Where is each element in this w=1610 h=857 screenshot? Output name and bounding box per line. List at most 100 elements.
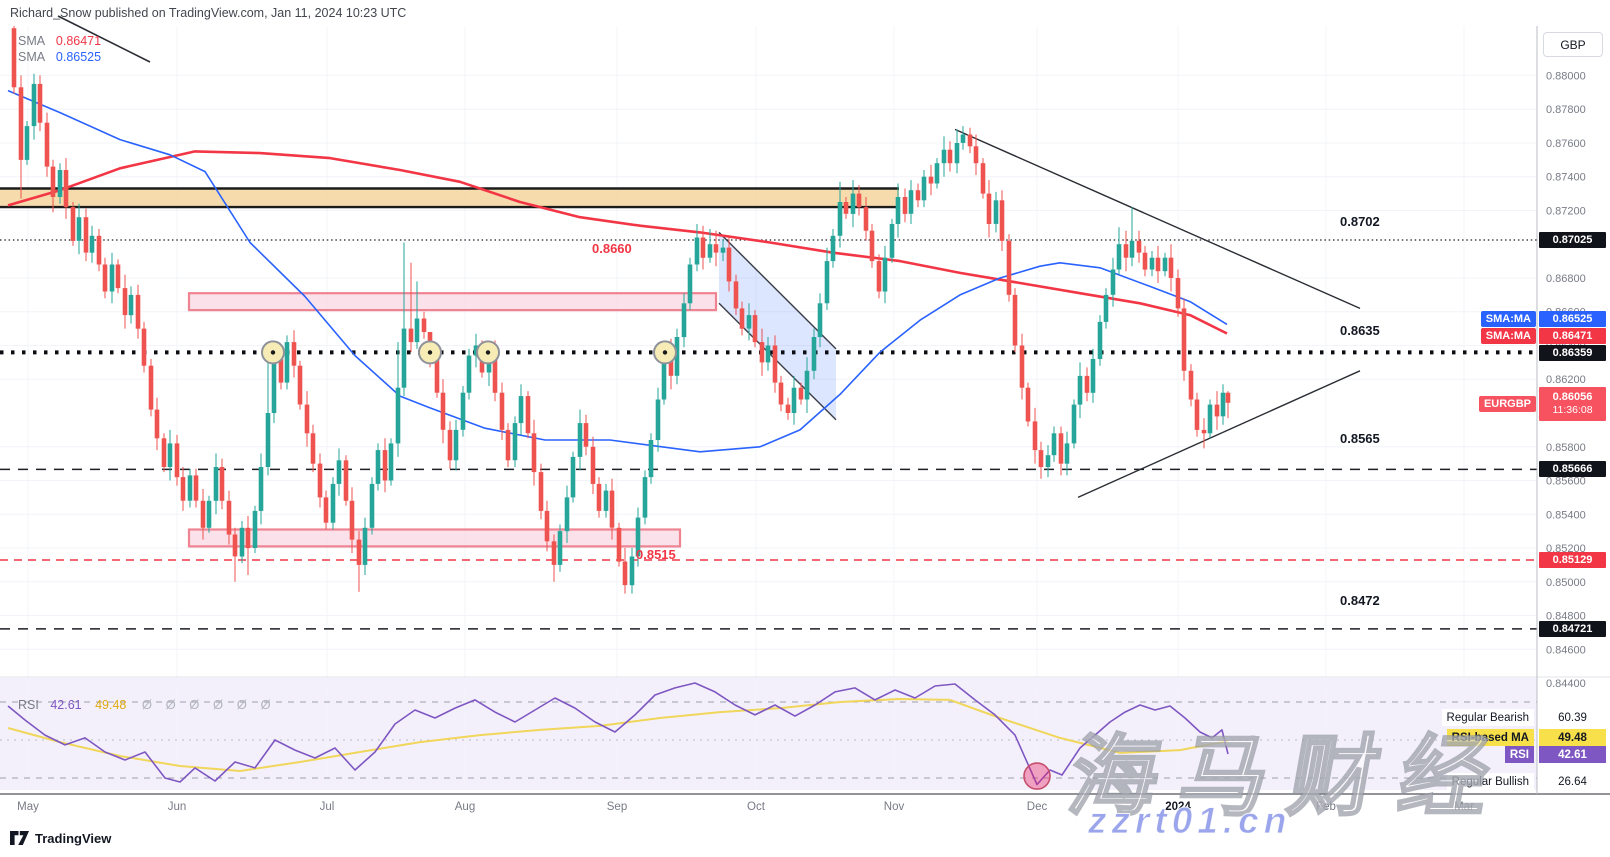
candle-body: [148, 365, 154, 410]
flag-channel-top[interactable]: [718, 231, 837, 350]
candle-body: [1225, 392, 1231, 403]
time-axis-label[interactable]: May: [17, 801, 39, 813]
candle-body: [115, 264, 121, 289]
time-axis-label[interactable]: Aug: [455, 801, 475, 813]
price-tick-label[interactable]: 0.88000: [1546, 70, 1586, 82]
price-tick-label[interactable]: 0.87200: [1546, 206, 1586, 218]
candle-body: [271, 359, 277, 413]
candle-body: [791, 387, 797, 413]
time-axis-label[interactable]: Mar: [1454, 801, 1474, 813]
candle-body: [785, 404, 791, 413]
rsi-divergence-circle[interactable]: [1023, 762, 1051, 790]
level-label-08635[interactable]: 0.8635: [1340, 323, 1380, 338]
supply-zone-orange[interactable]: [0, 187, 899, 209]
candle-body: [1181, 308, 1187, 371]
level-label-08565[interactable]: 0.8565: [1340, 431, 1380, 446]
rsi-hidden-values-icons: Ø Ø Ø Ø Ø Ø: [141, 697, 276, 712]
price-axis-badge-0.85129: 0.85129: [1539, 552, 1606, 568]
candle-body: [609, 490, 615, 528]
candle-body: [778, 382, 784, 405]
candle-body: [57, 170, 63, 197]
time-axis-label[interactable]: Dec: [1027, 801, 1048, 813]
trendline-lower[interactable]: [1077, 370, 1361, 499]
level-touch-marker-dot: [485, 350, 491, 355]
candle-body: [1149, 257, 1155, 270]
price-tick-label[interactable]: 0.87600: [1546, 138, 1586, 150]
candle-body: [37, 83, 43, 123]
candle-body: [258, 467, 264, 511]
price-tick-label[interactable]: 0.85400: [1546, 509, 1586, 521]
price-tick-label[interactable]: 0.86200: [1546, 374, 1586, 386]
candle-body: [635, 517, 641, 557]
candle-body: [1136, 240, 1142, 253]
last-price-badge[interactable]: 0.86056 11:36:08: [1539, 387, 1606, 421]
candle-body: [694, 237, 700, 265]
rsi-value: 42.61: [50, 698, 82, 712]
candle-body: [460, 392, 466, 430]
candle-body: [265, 413, 271, 467]
candle-body: [388, 443, 394, 481]
candle-body: [1123, 244, 1129, 258]
price-tick-label[interactable]: 0.85800: [1546, 442, 1586, 454]
price-tick-label[interactable]: 0.87400: [1546, 172, 1586, 184]
time-axis-label[interactable]: Oct: [747, 801, 766, 813]
candle-body: [564, 497, 570, 532]
candle-body: [817, 303, 823, 338]
price-tick-label[interactable]: 0.87800: [1546, 104, 1586, 116]
rsi-row-rsi[interactable]: RSI 42.61: [0, 746, 1610, 763]
candle-body: [1207, 404, 1213, 434]
candle-body: [544, 510, 550, 542]
candle-body: [765, 345, 771, 363]
trendline-upper[interactable]: [954, 128, 1361, 310]
resistance-zone-pink[interactable]: [187, 292, 718, 312]
sma-slow-line[interactable]: [7, 150, 1228, 335]
currency-button[interactable]: GBP: [1543, 32, 1603, 57]
candle-body: [206, 500, 212, 528]
candle-body: [1071, 404, 1077, 444]
candle-body: [492, 348, 498, 393]
rsi-row-regular-bullish: Regular Bullish 26.64: [0, 773, 1610, 790]
candle-body: [895, 197, 901, 224]
candle-body: [297, 365, 303, 405]
trendline-fragment[interactable]: [57, 15, 151, 63]
rsi-line[interactable]: [7, 682, 1229, 786]
price-tick-label[interactable]: 0.84400: [1546, 678, 1586, 690]
rsi-row-rsi-based-ma[interactable]: RSI-based MA 49.48: [0, 729, 1610, 746]
candle-body: [1032, 421, 1038, 451]
price-tick-label[interactable]: 0.85600: [1546, 476, 1586, 488]
candle-body: [187, 475, 193, 501]
time-axis-label[interactable]: Sep: [607, 801, 627, 813]
flag-channel-bottom[interactable]: [718, 302, 837, 421]
sma-legend-label: SMA: [18, 50, 45, 64]
support-zone-pink[interactable]: [187, 528, 682, 548]
candle-body: [63, 170, 69, 208]
candle-body: [109, 264, 115, 292]
price-tick-label[interactable]: 0.85000: [1546, 577, 1586, 589]
time-axis-label[interactable]: Jun: [168, 801, 187, 813]
sma-legend-blue[interactable]: SMA 0.86525: [18, 50, 101, 64]
sma-legend-red[interactable]: SMA 0.86471: [18, 34, 101, 48]
level-label-08515[interactable]: 0.8515: [636, 547, 676, 562]
sma-fast-line[interactable]: [7, 89, 1228, 453]
time-axis-label[interactable]: Feb: [1316, 801, 1336, 813]
rsi-ma-line[interactable]: [7, 698, 1229, 772]
candle-body: [70, 207, 76, 241]
tradingview-attribution[interactable]: TradingView: [10, 831, 111, 846]
rsi-legend[interactable]: RSI 42.61 49.48 Ø Ø Ø Ø Ø Ø: [18, 697, 276, 712]
level-label-08660[interactable]: 0.8660: [592, 241, 632, 256]
time-axis-label[interactable]: Nov: [884, 801, 905, 813]
rsi-pane-background: [0, 678, 1537, 790]
price-tick-label[interactable]: 0.84800: [1546, 611, 1586, 623]
candle-body: [772, 345, 778, 383]
level-label-08472[interactable]: 0.8472: [1340, 593, 1380, 608]
time-axis-label[interactable]: 2024: [1165, 801, 1191, 813]
price-tick-label[interactable]: 0.86800: [1546, 273, 1586, 285]
candle-body: [434, 355, 440, 393]
candle-body: [661, 352, 667, 400]
time-axis-label[interactable]: Jul: [320, 801, 335, 813]
price-tick-label[interactable]: 0.84600: [1546, 644, 1586, 656]
candle-body: [219, 467, 225, 501]
candle-body: [330, 483, 336, 523]
level-label-08702[interactable]: 0.8702: [1340, 214, 1380, 229]
